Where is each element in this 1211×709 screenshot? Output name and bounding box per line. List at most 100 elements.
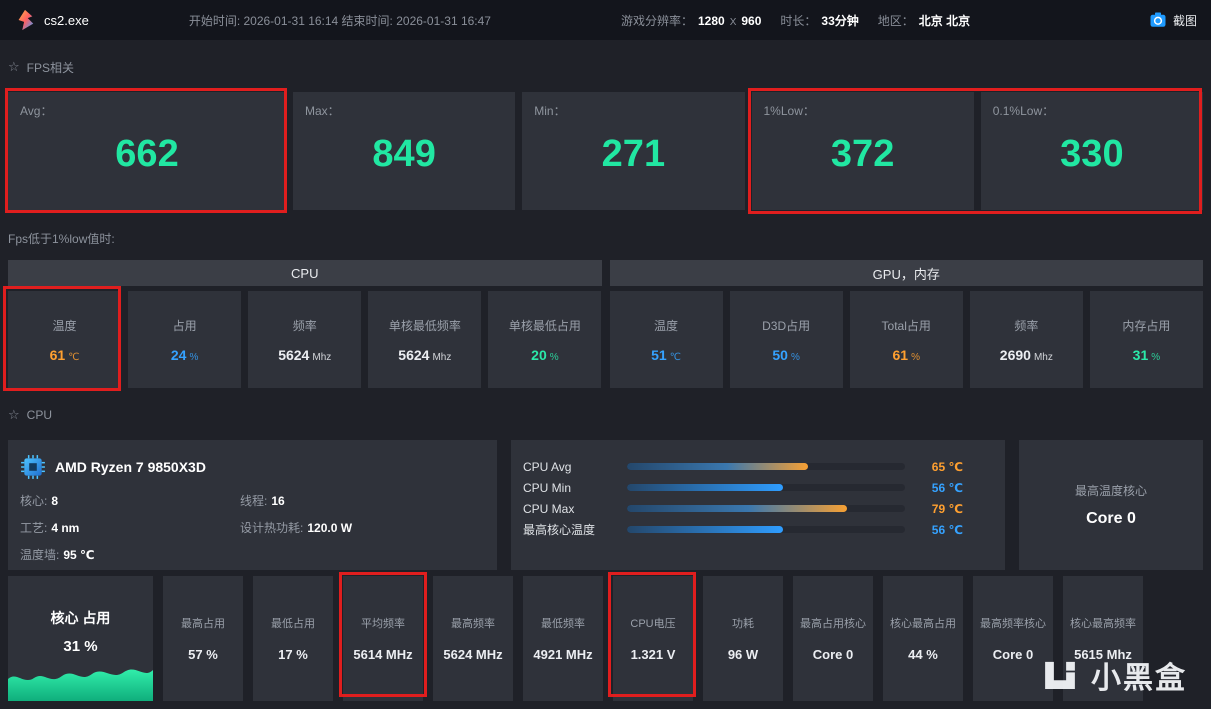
gauge-label: CPU Max bbox=[523, 501, 575, 516]
gauge-fill bbox=[627, 526, 783, 533]
spec-process: 工艺: 4 nm bbox=[20, 521, 80, 535]
metric-card-cpu-voltage: CPU电压 1.321 V bbox=[613, 576, 693, 701]
metric-label: 频率 bbox=[1014, 318, 1039, 333]
cpu-name: AMD Ryzen 7 9850X3D bbox=[55, 459, 206, 475]
gauge-row-cpu-min: CPU Min 56 ℃ bbox=[523, 477, 963, 498]
metric-label: 核心最高占用 bbox=[890, 618, 956, 630]
region-value: 北京 北京 bbox=[918, 13, 971, 28]
resolution-separator: X bbox=[729, 16, 737, 28]
gauge-value: 65 ℃ bbox=[931, 459, 963, 474]
star-icon: ☆ bbox=[8, 407, 20, 422]
gauge-row-max-core-temp: 最高核心温度 56 ℃ bbox=[523, 519, 963, 540]
fps-card-label: Max： bbox=[305, 104, 340, 118]
resolution-width: 1280 bbox=[698, 13, 725, 28]
gauge-track bbox=[627, 484, 905, 491]
screenshot-label: 截图 bbox=[1172, 13, 1197, 28]
cpu-temp-gauges-card: CPU Avg 65 ℃ CPU Min 56 ℃ CPU Max bbox=[511, 440, 1005, 570]
fps-section-title: FPS相关 bbox=[26, 60, 74, 75]
heybox-watermark-text: 小黑盒 bbox=[1091, 662, 1187, 695]
metric-label: 最高频率核心 bbox=[980, 618, 1046, 630]
metric-value: 5615 Mhz bbox=[1074, 647, 1132, 662]
fps-card-label: Min： bbox=[534, 104, 566, 118]
app-brand: cs2.exe bbox=[14, 9, 89, 31]
hottest-core-card: 最高温度核心 Core 0 bbox=[1019, 440, 1203, 570]
metric-card-core-max-usage: 核心最高占用 44 % bbox=[883, 576, 963, 701]
gauge-track bbox=[627, 526, 905, 533]
topbar: cs2.exe 开始时间: 2026-01-31 16:14 结束时间: 202… bbox=[0, 0, 1211, 40]
metric-label: 单核最低频率 bbox=[388, 318, 461, 333]
fps-card-01pct-low: 0.1%Low： 330 bbox=[980, 92, 1203, 210]
metric-value: 5624 Mhz bbox=[398, 346, 452, 363]
metric-value: Core 0 bbox=[812, 647, 854, 662]
gauge-row-cpu-max: CPU Max 79 ℃ bbox=[523, 498, 963, 519]
metric-value: 17 % bbox=[278, 647, 308, 662]
metric-card-min-freq: 最低频率 4921 MHz bbox=[523, 576, 603, 701]
camera-icon bbox=[1150, 12, 1166, 27]
metric-label: 最低频率 bbox=[541, 618, 585, 630]
metric-card-power: 功耗 96 W bbox=[703, 576, 783, 701]
cpu-section-title: CPU bbox=[26, 408, 52, 422]
metric-label: 核心最高频率 bbox=[1070, 618, 1136, 630]
gauge-track bbox=[627, 463, 905, 470]
metric-value: 4921 MHz bbox=[533, 647, 593, 662]
metric-card-cpu-freq: 频率 5624 Mhz bbox=[248, 291, 362, 388]
metric-value: 24% bbox=[170, 346, 199, 363]
gauge-value: 79 ℃ bbox=[931, 501, 963, 516]
fps-section-header: ☆ FPS相关 bbox=[8, 54, 1203, 80]
metric-value: 61% bbox=[892, 346, 920, 363]
metric-card-core-min-freq: 单核最低频率 5624 Mhz bbox=[368, 291, 482, 388]
metric-label: 频率 bbox=[292, 318, 317, 333]
metric-label: CPU电压 bbox=[630, 618, 676, 630]
gauge-row-cpu-avg: CPU Avg 65 ℃ bbox=[523, 456, 963, 477]
core-usage-card: 核心 占用 31 % bbox=[8, 576, 153, 701]
gauge-label: 最高核心温度 bbox=[523, 523, 596, 537]
metric-value: 5614 MHz bbox=[353, 647, 413, 662]
fps-card-value: 849 bbox=[372, 133, 436, 175]
fps-card-value: 330 bbox=[1060, 133, 1124, 175]
resolution-height: 960 bbox=[741, 13, 762, 28]
metric-value: 5624 Mhz bbox=[278, 346, 332, 363]
gauge-fill bbox=[627, 463, 808, 470]
star-icon: ☆ bbox=[8, 59, 20, 74]
spec-threads: 线程: 16 bbox=[240, 494, 285, 508]
fps-card-value: 662 bbox=[115, 133, 179, 175]
metric-value: Core 0 bbox=[992, 647, 1034, 662]
metric-value: 31% bbox=[1132, 346, 1161, 363]
gauge-label: CPU Avg bbox=[523, 459, 572, 474]
metric-value: 5624 MHz bbox=[443, 647, 503, 662]
heybox-logo-icon bbox=[1045, 661, 1075, 689]
group-header-gpu-mem: GPU，内存 bbox=[609, 260, 1203, 286]
metric-label: 温度 bbox=[52, 318, 77, 333]
fps-condition-label: Fps低于1%low值时: bbox=[8, 232, 115, 246]
cpu-chip-icon bbox=[21, 455, 45, 479]
heybox-watermark: 小黑盒 bbox=[1039, 653, 1187, 697]
cpu-info-card: AMD Ryzen 7 9850X3D 核心: 8 线程: 16 工艺: 4 nm 设… bbox=[8, 440, 497, 570]
screenshot-button[interactable]: 截图 bbox=[1149, 11, 1197, 29]
spec-tjmax: 温度墙: 95 ℃ bbox=[20, 548, 95, 562]
session-stats: 游戏分辨率： 1280 X 960 时长： 33分钟 地区： 北京 北京 bbox=[621, 12, 970, 29]
metric-label: 最低占用 bbox=[271, 618, 315, 630]
metric-label: 最高频率 bbox=[451, 618, 495, 630]
metric-value: 50% bbox=[772, 346, 800, 363]
metric-card-core-max-freq: 核心最高频率 5615 Mhz bbox=[1063, 576, 1143, 701]
metric-card-cpu-temp: 温度 61 ℃ bbox=[8, 291, 122, 388]
app-name: cs2.exe bbox=[44, 12, 89, 28]
duration-label: 时长： bbox=[780, 13, 817, 28]
gauge-value: 56 ℃ bbox=[931, 480, 963, 495]
metric-label: 功耗 bbox=[732, 618, 754, 630]
gauge-value: 56 ℃ bbox=[931, 522, 963, 537]
metric-card-d3d-usage: D3D占用 50% bbox=[729, 291, 843, 388]
metric-label: 温度 bbox=[654, 318, 679, 333]
metric-label: 最高占用 bbox=[181, 618, 225, 630]
fps-card-label: 0.1%Low： bbox=[992, 104, 1055, 118]
metric-card-max-usage-core: 最高占用核心 Core 0 bbox=[793, 576, 873, 701]
metric-label: 核心 占用 bbox=[50, 610, 111, 626]
metric-card-gpu-temp: 温度 51 ℃ bbox=[609, 291, 723, 388]
gauge-label: CPU Min bbox=[523, 480, 572, 495]
fps-card-label: 1%Low： bbox=[763, 104, 815, 118]
fps-card-avg: Avg： 662 bbox=[8, 92, 286, 210]
metric-card-max-usage: 最高占用 57 % bbox=[163, 576, 243, 701]
metric-label: 最高占用核心 bbox=[800, 618, 866, 630]
group-header-cpu: CPU bbox=[8, 260, 602, 286]
